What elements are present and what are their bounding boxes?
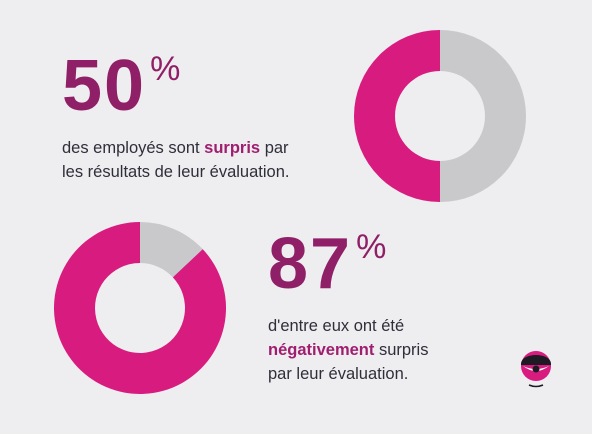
stat-2-unit: %: [356, 228, 389, 266]
donut-2-slice-2: [140, 222, 203, 278]
stat-1-desc-line-2: les résultats de leur évaluation.: [62, 163, 290, 181]
stat-2-description: d'entre eux ont été négativement surpris…: [268, 314, 428, 386]
stat-2-desc-text-end: surpris: [374, 341, 429, 359]
donut-chart-1: [354, 30, 526, 202]
donut-chart-2: [54, 222, 227, 394]
stat-1-highlight: surpris: [204, 139, 261, 157]
donut-2-slice-1: [54, 222, 227, 394]
stat-1-desc-text: des employés sont: [62, 139, 205, 157]
donut-1-slice-2: [440, 30, 526, 202]
stat-1-value: 50%: [62, 50, 289, 122]
stat-2-desc-line-3: par leur évaluation.: [268, 365, 409, 383]
stat-2-highlight: négativement: [268, 341, 375, 359]
stat-1-number: 50: [62, 46, 147, 126]
stat-2-desc-line-2: négativement surpris: [268, 338, 428, 362]
stat-1-description: des employés sont surpris par les résult…: [62, 136, 289, 184]
stat-2-value: 87%: [268, 228, 428, 300]
donut-1-slice-1: [354, 30, 440, 202]
stat-block-2: 87% d'entre eux ont été négativement sur…: [268, 228, 428, 386]
stat-2-number: 87: [268, 224, 353, 304]
stat-1-desc-text-end: par: [260, 139, 289, 157]
stat-2-desc-line-1: d'entre eux ont été: [268, 317, 405, 335]
eye-mascot-icon: [521, 351, 551, 388]
stat-1-desc-line-1: des employés sont surpris par: [62, 136, 289, 160]
stat-1-unit: %: [150, 50, 183, 88]
stat-block-1: 50% des employés sont surpris par les ré…: [62, 50, 289, 184]
